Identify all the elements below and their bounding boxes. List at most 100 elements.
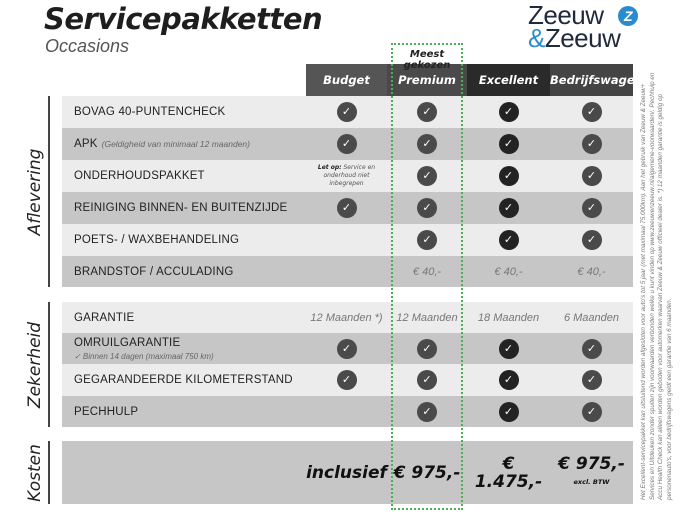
cell-excellent: ✓: [467, 128, 550, 160]
check-icon: ✓: [336, 134, 357, 154]
check-icon: ✓: [581, 401, 602, 422]
note-bold: Let op:: [317, 164, 342, 171]
logo-amp: &: [528, 23, 545, 53]
table-row: GEGARANDEERDE KILOMETERSTAND ✓ ✓ ✓ ✓: [62, 364, 633, 396]
logo-mark-icon: Z: [618, 6, 638, 26]
table-row: PECHHULP ✓ ✓ ✓: [62, 396, 633, 427]
page-title: Servicepakketten: [44, 2, 323, 36]
price-subnote: excl. BTW: [573, 477, 610, 486]
cell-bedrijfswagens: ✓: [550, 396, 633, 427]
table-row: REINIGING BINNEN- EN BUITENZIJDE ✓ ✓ ✓ ✓: [62, 192, 633, 224]
cell-excellent: ✓: [467, 160, 550, 192]
cell-budget: [306, 396, 387, 427]
page-subtitle: Occasions: [45, 36, 130, 56]
row-label: BOVAG 40-PUNTENCHECK: [62, 106, 306, 118]
cell-budget: ✓: [306, 364, 387, 396]
cell-excellent: € 1.475,-: [467, 441, 550, 504]
table-row: BRANDSTOF / ACCULADING € 40,- € 40,- € 40,-: [62, 256, 633, 287]
price-text: € 1.475,-: [474, 453, 543, 492]
cell-value: 12 Maanden *): [310, 311, 383, 324]
cell-premium: ✓: [387, 396, 467, 427]
cell-bedrijfswagens: € 975,- excl. BTW: [550, 441, 633, 504]
cell-excellent: ✓: [467, 192, 550, 224]
price-text: inclusief: [306, 462, 387, 483]
check-icon: ✓: [498, 198, 519, 218]
cell-excellent: ✓: [467, 364, 550, 396]
check-icon: ✓: [417, 370, 437, 390]
column-header-premium: Premium: [387, 64, 467, 96]
cell-bedrijfswagens: ✓: [550, 192, 633, 224]
section-label-zekerheid: Zekerheid: [22, 302, 50, 427]
row-label: APK (Geldigheid van minimaal 12 maanden): [62, 138, 306, 150]
cell-excellent: ✓: [467, 96, 550, 128]
cell-bedrijfswagens: ✓: [550, 96, 633, 128]
column-header-bedrijfswagens: Bedrijfswagens: [550, 64, 650, 96]
check-icon: ✓: [417, 230, 437, 250]
check-icon: ✓: [581, 338, 602, 359]
cell-budget: inclusief: [306, 441, 387, 504]
section-title: Kosten: [25, 443, 45, 502]
check-icon: ✓: [336, 338, 357, 359]
cell-bedrijfswagens: ✓: [550, 333, 633, 364]
check-icon: ✓: [498, 338, 519, 359]
row-title: BRANDSTOF / ACCULADING: [74, 265, 234, 278]
cell-premium: ✓: [387, 192, 467, 224]
cell-premium: € 975,-: [387, 441, 467, 504]
row-subnote: ✓ Binnen 14 dagen (maximaal 750 km): [74, 351, 214, 361]
row-title: PECHHULP: [74, 405, 139, 418]
cell-excellent: € 40,-: [467, 256, 550, 287]
cell-bedrijfswagens: ✓: [550, 160, 633, 192]
note-text: Service en onderhoud niet inbegrepen: [323, 164, 376, 187]
check-icon: ✓: [336, 370, 357, 390]
price-value: € 1.475,-: [467, 455, 550, 491]
row-label: GEGARANDEERDE KILOMETERSTAND: [62, 374, 306, 386]
row-title: OMRUILGARANTIE: [74, 336, 181, 349]
cell-value: 12 Maanden: [396, 311, 458, 324]
check-icon: ✓: [498, 370, 519, 390]
cell-budget: [306, 256, 387, 287]
check-icon: ✓: [417, 102, 437, 122]
cell-premium: ✓: [387, 333, 467, 364]
cell-bedrijfswagens: € 40,-: [550, 256, 633, 287]
table-row: inclusief € 975,- € 1.475,- € 975,- excl. BT…: [62, 441, 633, 504]
check-icon: ✓: [498, 401, 519, 422]
row-title: GEGARANDEERDE KILOMETERSTAND: [74, 374, 293, 386]
check-icon: ✓: [417, 134, 437, 154]
check-icon: ✓: [581, 166, 602, 186]
footnote: Het Excellent-servicepakket kan uitsluit…: [640, 72, 673, 500]
price-text: € 975,-: [393, 462, 461, 483]
row-title: BOVAG 40-PUNTENCHECK: [74, 106, 226, 118]
cell-budget: 12 Maanden *): [306, 302, 387, 333]
cell-budget: Let op: Service en onderhoud niet inbegr…: [306, 160, 387, 192]
cell-bedrijfswagens: 6 Maanden: [550, 302, 633, 333]
price-value: € 975,-: [394, 464, 461, 482]
column-header-budget: Budget: [306, 64, 387, 96]
logo-line1: Zeeuw: [528, 0, 604, 30]
cell-value: € 40,-: [412, 265, 442, 278]
cell-excellent: ✓: [467, 333, 550, 364]
check-icon: ✓: [498, 134, 519, 154]
cell-excellent: ✓: [467, 396, 550, 427]
cell-value: 18 Maanden: [477, 311, 540, 324]
cell-premium: ✓: [387, 224, 467, 256]
check-icon: ✓: [498, 102, 519, 122]
row-note: (Geldigheid van minimaal 12 maanden): [101, 139, 250, 149]
cell-premium: 12 Maanden: [387, 302, 467, 333]
check-icon: ✓: [498, 230, 519, 250]
table-row: ONDERHOUDSPAKKET Let op: Service en onder…: [62, 160, 633, 192]
check-icon: ✓: [581, 370, 602, 390]
cell-premium: ✓: [387, 364, 467, 396]
check-icon: ✓: [417, 401, 437, 422]
check-icon: ✓: [581, 134, 602, 154]
cell-bedrijfswagens: ✓: [550, 128, 633, 160]
row-title: APK: [74, 138, 98, 150]
table-row: APK (Geldigheid van minimaal 12 maanden) ✓…: [62, 128, 633, 160]
section-label-kosten: Kosten: [22, 441, 50, 504]
cell-budget: ✓: [306, 96, 387, 128]
price-text: € 975,-: [558, 453, 625, 474]
cell-excellent: 18 Maanden: [467, 302, 550, 333]
check-icon: ✓: [417, 166, 437, 186]
check-icon: ✓: [417, 198, 437, 218]
cell-excellent: ✓: [467, 224, 550, 256]
cell-value: 6 Maanden: [563, 311, 620, 324]
